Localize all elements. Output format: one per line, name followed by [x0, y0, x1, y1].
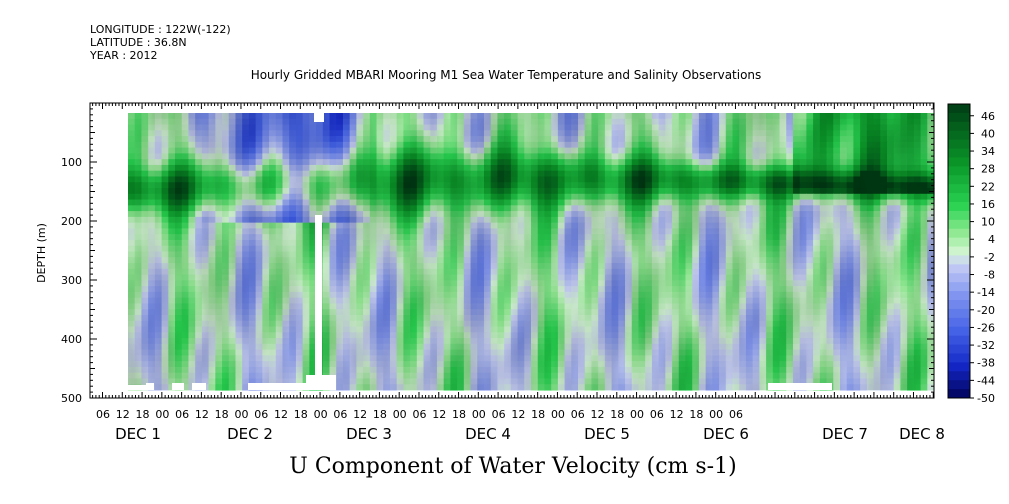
metadata-block: LONGITUDE : 122W(-122) LATITUDE : 36.8N … — [90, 23, 231, 62]
year-text: YEAR : 2012 — [90, 49, 158, 62]
chart-title: Hourly Gridded MBARI Mooring M1 Sea Wate… — [250, 68, 762, 82]
longitude-text: LONGITUDE : 122W(-122) — [90, 23, 231, 36]
heatmap-field — [128, 113, 935, 391]
latitude-text: LATITUDE : 36.8N — [90, 36, 187, 49]
